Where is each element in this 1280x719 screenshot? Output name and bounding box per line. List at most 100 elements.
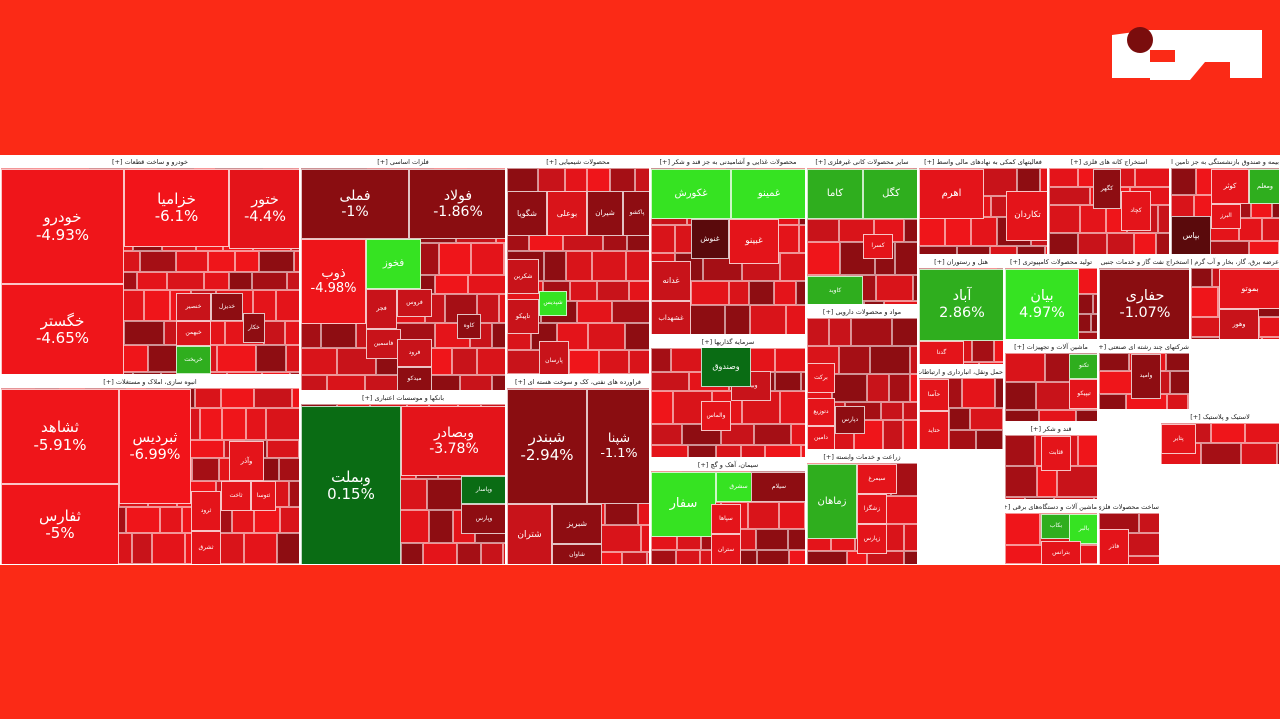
stock-cell: [1107, 233, 1134, 254]
stock-cell: [876, 275, 913, 301]
stock-cell: [1166, 353, 1189, 371]
stock-cell: [1099, 394, 1126, 409]
stock-cell: [246, 408, 266, 440]
stock-cell: [226, 564, 253, 565]
stock-tile: زشگزا: [857, 494, 887, 524]
stock-tile: بموتو: [1219, 269, 1279, 309]
stock-cell: [570, 281, 597, 301]
stock-cell: [204, 272, 229, 290]
stock-label: فروس: [406, 298, 423, 306]
stock-label: خودرو: [43, 208, 82, 227]
stock-label: پتایر: [1173, 434, 1184, 442]
stock-tile: خگستر -4.65%: [1, 284, 124, 374]
stock-cell: [254, 507, 280, 533]
stock-cell: [221, 388, 254, 408]
stock-label: کسرا: [871, 242, 885, 250]
sector-title: خودرو و ساخت قطعات [+]: [1, 156, 299, 168]
stock-cell: [885, 496, 917, 524]
stock-tile: شپنا -1.1%: [587, 389, 649, 504]
stock-tile: وآذر: [229, 441, 264, 481]
stock-label: ثبردیس: [132, 429, 178, 446]
stock-cell: [1017, 246, 1045, 254]
stock-cell: [53, 564, 78, 565]
stock-cell: [452, 348, 477, 375]
sector: محصولات غذایی و آشامیدنی به جز قند و شکر…: [650, 155, 806, 335]
stock-cell: [218, 533, 244, 564]
stock-label: فجر: [376, 305, 387, 313]
stock-cell: [435, 275, 468, 294]
sector: سرمایه گذاریها [+]وبیمهوالماسوصندوق: [650, 335, 806, 458]
stock-cell: [1170, 371, 1189, 394]
sector: استخراج کانه های فلزی [+] کچاد کگهر: [1048, 155, 1170, 255]
sector-title: حمل ونقل، انبارداری و ارتباطات [+]: [919, 366, 1003, 378]
stock-label: خگستر: [40, 311, 85, 330]
stock-cell: [903, 420, 917, 449]
sector-title: سرمایه گذاریها [+]: [651, 336, 805, 348]
stock-cell: [256, 345, 286, 372]
stock-cell: [807, 318, 829, 346]
stock-label: حتاید: [927, 426, 941, 434]
stock-label: کاما: [826, 188, 844, 200]
stock-cell: [629, 281, 649, 301]
stock-tile: تاپیکو: [507, 299, 539, 334]
stock-cell: [423, 543, 457, 564]
stock-cell: [457, 543, 481, 564]
stock-label: بپاس: [1182, 231, 1200, 241]
stock-cell: [301, 375, 327, 390]
stock-label: شاوان: [569, 550, 585, 558]
stock-label: خزامیا: [157, 189, 196, 208]
stock-cell: [919, 217, 945, 246]
stock-cell: [691, 281, 729, 305]
stock-cell: [995, 378, 1003, 408]
stock-tile: پتایر: [1161, 424, 1196, 454]
stock-tile: فملی -1%: [301, 169, 409, 239]
stock-tile: ثشاهد -5.91%: [1, 389, 119, 484]
stock-tile: بکاب: [1041, 514, 1071, 539]
stock-label: تکنو: [1079, 362, 1089, 370]
stock-label: شپنا: [607, 430, 631, 446]
stock-cell: [729, 281, 749, 305]
stock-cell: [477, 294, 499, 323]
stock-label: آباد: [952, 288, 972, 305]
stock-cell: [301, 348, 337, 375]
stock-cell: [910, 374, 917, 402]
stock-tile: سپاها: [711, 504, 741, 534]
stock-cell: [1211, 423, 1245, 443]
sector: ماشین آلات و دستگاه‌های برقی [+] بکاب بالب…: [1004, 500, 1098, 565]
stock-cell: [429, 510, 453, 543]
stock-tile: گدنا: [919, 341, 964, 364]
stock-cell: [765, 445, 801, 457]
stock-label: بوعلی: [556, 208, 578, 218]
stock-label: بموتو: [1241, 284, 1259, 294]
stock-tile: آباد 2.86%: [919, 269, 1003, 341]
stock-tile: شتران: [507, 504, 552, 564]
stock-label: دتوزیع: [813, 407, 829, 415]
stock-label: زپارس: [863, 534, 881, 542]
stock-cell: [1049, 233, 1078, 254]
sector: شرکتهای چند رشته ای صنعتی [+]وامیدولصنم: [1098, 340, 1190, 410]
stock-cell: [1249, 241, 1279, 254]
stock-cell: [1156, 233, 1169, 254]
stock-label: فرود: [408, 348, 421, 356]
stock-cell: [1241, 443, 1277, 464]
stock-label: شگویا: [517, 208, 537, 218]
stock-cell: [651, 550, 676, 564]
stock-cell: [264, 321, 285, 345]
stock-cell: [1171, 195, 1194, 218]
stock-tile: بالبر: [1069, 514, 1097, 544]
sector-title: بیمه و صندوق بازنشستگی به جز تامین اجتما…: [1171, 156, 1279, 168]
stock-tile: سفار: [651, 472, 716, 537]
stock-change: -3.78%: [429, 441, 479, 457]
stock-cell: [919, 246, 957, 254]
stock-cell: [1005, 513, 1040, 545]
stock-tile: خودرو -4.93%: [1, 169, 124, 284]
sector-title: ساخت محصولات فلزی [+]: [1099, 501, 1159, 513]
stock-cell: [864, 301, 884, 304]
stock-label: سشرق: [729, 482, 748, 490]
stock-tile: فاذر: [1099, 529, 1129, 564]
stock-tile: دامین: [807, 426, 835, 449]
stock-cell: [750, 305, 786, 334]
stock-label: حفاری: [1125, 288, 1165, 305]
stock-cell: [1049, 187, 1090, 205]
stock-tile: حآسا: [919, 379, 949, 411]
